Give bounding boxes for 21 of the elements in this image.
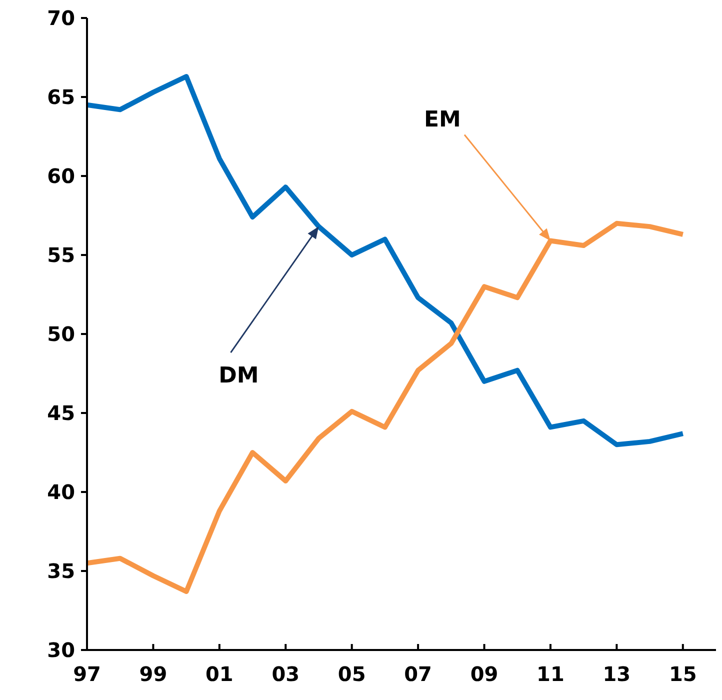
x-tick-label: 01 xyxy=(206,662,234,686)
y-tick-label: 45 xyxy=(47,401,75,425)
annotation: EM xyxy=(424,107,461,132)
y-tick-label: 60 xyxy=(47,164,75,188)
x-tick-label: 03 xyxy=(272,662,300,686)
x-tick-label: 97 xyxy=(73,662,101,686)
x-tick-label: 99 xyxy=(139,662,168,686)
x-tick-label: 15 xyxy=(668,662,697,686)
y-tick-label: 50 xyxy=(47,322,75,346)
annotation: DM xyxy=(218,363,259,388)
y-tick-label: 40 xyxy=(47,480,75,504)
x-tick-label: 05 xyxy=(338,662,366,686)
x-tick-label: 13 xyxy=(602,662,631,686)
y-tick-label: 35 xyxy=(47,559,75,583)
y-tick-label: 55 xyxy=(47,243,75,267)
x-tick-label: 07 xyxy=(404,662,432,686)
y-tick-label: 65 xyxy=(47,85,75,109)
y-tick-label: 70 xyxy=(47,6,75,30)
x-tick-label: 11 xyxy=(536,662,564,686)
x-tick-label: 09 xyxy=(470,662,498,686)
y-tick-label: 30 xyxy=(47,638,75,662)
